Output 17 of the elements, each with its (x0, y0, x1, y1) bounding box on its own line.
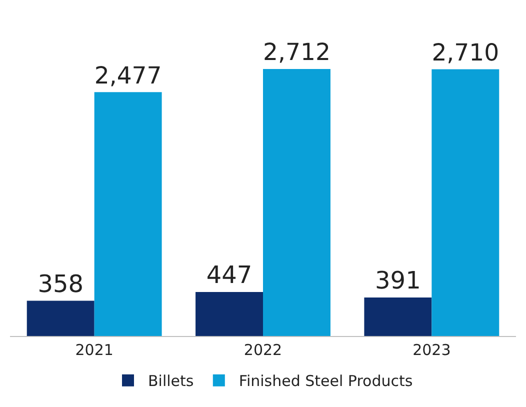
data-label: 391 (375, 266, 421, 295)
legend-label: Finished Steel Products (238, 372, 413, 390)
bar (364, 298, 432, 336)
data-label: 2,712 (263, 38, 330, 66)
data-label: 2,477 (94, 61, 162, 90)
data-label: 447 (206, 261, 252, 289)
bar (94, 92, 162, 336)
data-label: 2,710 (432, 38, 500, 66)
bar (196, 292, 263, 336)
bar (26, 300, 94, 336)
bar (263, 69, 330, 336)
x-tick-label: 2022 (244, 341, 282, 359)
bar (432, 69, 500, 336)
x-tick-label: 2021 (75, 341, 114, 359)
x-tick-label: 2023 (412, 341, 451, 359)
data-label: 358 (38, 270, 84, 298)
legend-label: Billets (148, 372, 194, 390)
